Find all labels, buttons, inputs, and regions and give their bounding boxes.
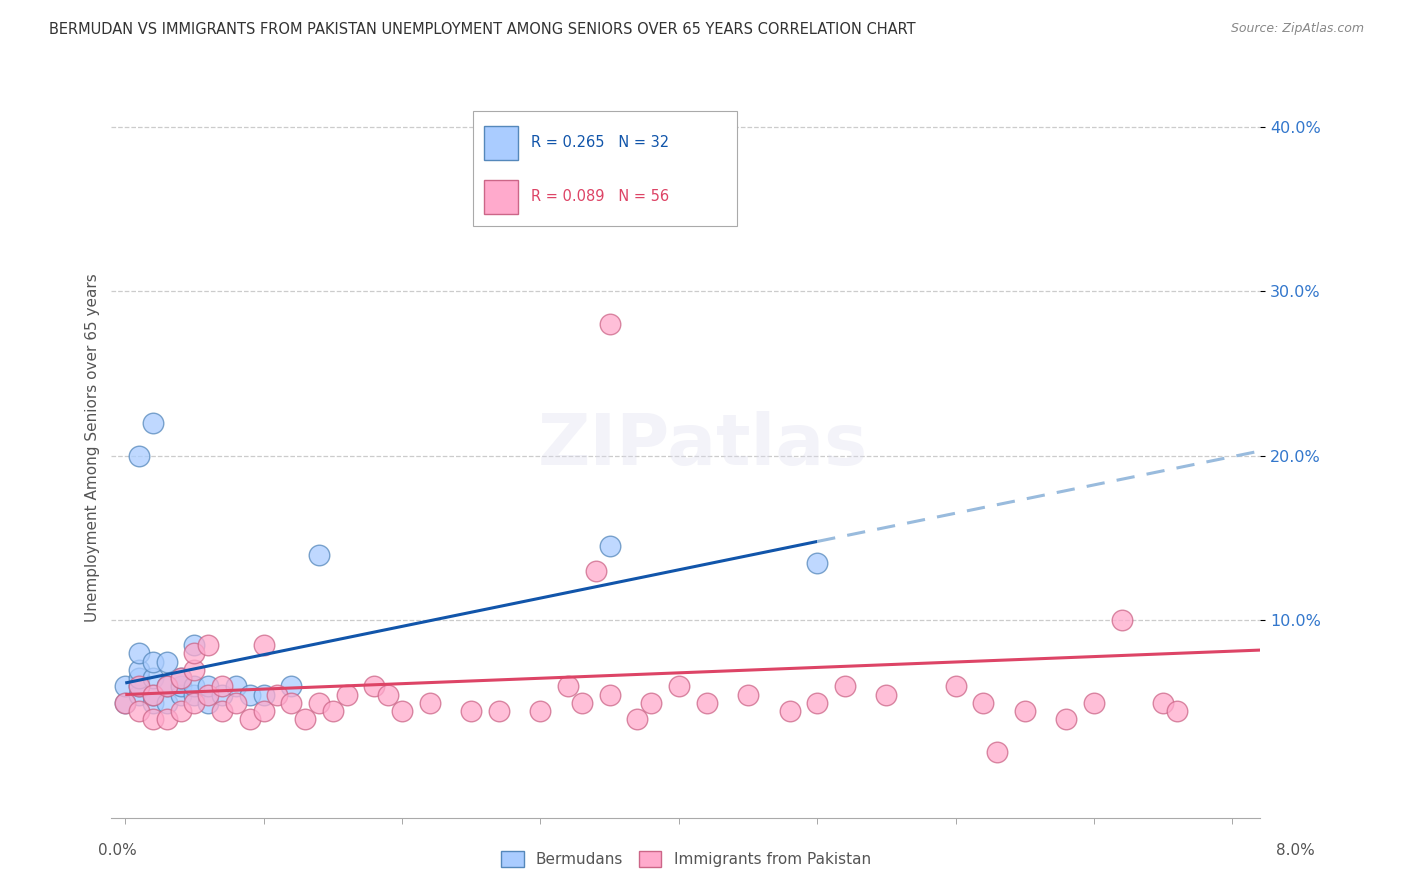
Text: 8.0%: 8.0% [1275, 843, 1315, 858]
Point [626, 712, 648, 726]
Point [169, 688, 191, 702]
Point [114, 696, 136, 710]
Point [986, 745, 1008, 759]
Point [142, 688, 165, 702]
Point [834, 679, 856, 693]
Point [128, 688, 150, 702]
Point [239, 688, 262, 702]
Point [142, 671, 165, 685]
Point [253, 704, 276, 718]
Text: BERMUDAN VS IMMIGRANTS FROM PAKISTAN UNEMPLOYMENT AMONG SENIORS OVER 65 YEARS CO: BERMUDAN VS IMMIGRANTS FROM PAKISTAN UNE… [49, 22, 915, 37]
Point [875, 688, 897, 702]
Point [806, 556, 828, 570]
Legend: Bermudans, Immigrants from Pakistan: Bermudans, Immigrants from Pakistan [495, 845, 877, 873]
Point [377, 688, 399, 702]
Point [1111, 614, 1133, 628]
Point [599, 318, 621, 332]
Point [114, 696, 136, 710]
Text: Source: ZipAtlas.com: Source: ZipAtlas.com [1230, 22, 1364, 36]
Point [142, 688, 165, 702]
Point [280, 696, 302, 710]
Point [529, 704, 551, 718]
Point [197, 696, 219, 710]
Point [806, 696, 828, 710]
Point [128, 679, 150, 693]
Point [585, 564, 607, 578]
Point [239, 712, 262, 726]
Point [156, 696, 179, 710]
Point [169, 671, 191, 685]
Point [169, 671, 191, 685]
Point [211, 679, 233, 693]
Point [599, 540, 621, 554]
Point [128, 671, 150, 685]
Point [197, 679, 219, 693]
Point [308, 696, 330, 710]
Point [197, 638, 219, 652]
Point [225, 679, 247, 693]
Text: 0.0%: 0.0% [98, 843, 138, 858]
Text: ZIPatlas: ZIPatlas [538, 411, 868, 481]
Point [253, 638, 276, 652]
Point [945, 679, 967, 693]
Point [183, 638, 205, 652]
Point [183, 696, 205, 710]
Point [1166, 704, 1188, 718]
Point [156, 679, 179, 693]
Point [156, 655, 179, 669]
Point [169, 679, 191, 693]
Point [183, 679, 205, 693]
Point [197, 688, 219, 702]
Point [128, 646, 150, 660]
Point [696, 696, 718, 710]
Point [419, 696, 441, 710]
Point [640, 696, 662, 710]
Point [1152, 696, 1174, 710]
Point [253, 688, 276, 702]
Point [599, 688, 621, 702]
Point [142, 416, 165, 430]
Point [156, 679, 179, 693]
Point [128, 449, 150, 463]
Point [142, 696, 165, 710]
Point [211, 704, 233, 718]
Point [142, 655, 165, 669]
Point [211, 688, 233, 702]
Point [460, 704, 482, 718]
Point [114, 679, 136, 693]
Point [280, 679, 302, 693]
Point [391, 704, 413, 718]
Point [128, 704, 150, 718]
Point [266, 688, 288, 702]
Point [336, 688, 359, 702]
Point [169, 704, 191, 718]
Point [128, 679, 150, 693]
Point [183, 688, 205, 702]
Point [1083, 696, 1105, 710]
Point [128, 663, 150, 677]
Point [737, 688, 759, 702]
Point [183, 663, 205, 677]
Point [488, 704, 510, 718]
Point [779, 704, 801, 718]
Point [1054, 712, 1077, 726]
Point [294, 712, 316, 726]
Point [363, 679, 385, 693]
Point [308, 548, 330, 562]
Point [571, 696, 593, 710]
Point [156, 712, 179, 726]
Point [972, 696, 994, 710]
Point [142, 712, 165, 726]
Point [557, 679, 579, 693]
Point [668, 679, 690, 693]
Point [225, 696, 247, 710]
Point [183, 646, 205, 660]
Point [322, 704, 344, 718]
Y-axis label: Unemployment Among Seniors over 65 years: Unemployment Among Seniors over 65 years [86, 273, 100, 622]
Point [1014, 704, 1036, 718]
